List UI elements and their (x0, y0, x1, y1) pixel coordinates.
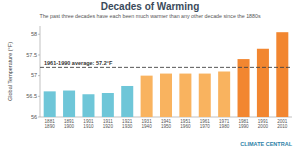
y-tick-label: 58 (31, 31, 37, 37)
x-tick-label: 19912000 (258, 119, 269, 129)
y-tick (38, 75, 40, 76)
x-tick-label-line: 1910 (83, 124, 94, 129)
x-tick-label: 18811890 (45, 119, 56, 129)
bars (44, 32, 289, 117)
title: Decades of Warming (101, 1, 200, 12)
x-tick-label: 19711980 (219, 119, 230, 129)
x-tick-label-line: 1940 (141, 124, 152, 129)
x-tick-label: 19011910 (83, 119, 94, 129)
bar (257, 49, 269, 117)
x-tick-label: 19311940 (141, 119, 152, 129)
y-axis-label: Global Temperature (°F) (7, 42, 13, 101)
subtitle: The past three decades have each been mu… (39, 13, 260, 19)
x-tick-label-line: 1900 (64, 124, 75, 129)
bar (179, 74, 191, 117)
x-tick-label: 19511960 (180, 119, 191, 129)
x-tick-label-line: 1980 (219, 124, 230, 129)
x-tick-label-line: 2000 (258, 124, 269, 129)
average-label: 1961-1990 average: 57.2°F (44, 60, 113, 66)
y-tick-label: 57.5 (26, 52, 37, 58)
x-tick-label-line: 1950 (161, 124, 172, 129)
bar (121, 86, 133, 117)
x-tick-label-line: 1920 (103, 124, 114, 129)
credit: CLIMATE CENTRAL (240, 141, 292, 147)
x-tick-label-line: 1990 (238, 124, 249, 129)
x-tick-label: 19211930 (122, 119, 133, 129)
y-tick (38, 117, 40, 118)
y-tick-label: 57 (31, 72, 37, 78)
bar (276, 32, 288, 117)
y-tick (38, 34, 40, 35)
x-tick-label: 19411950 (161, 119, 172, 129)
y-tick (38, 54, 40, 55)
bar (102, 93, 114, 117)
x-tick-label: 19611970 (200, 119, 211, 129)
bar (199, 74, 211, 117)
x-tick-label: 18911900 (64, 119, 75, 129)
x-tick-label-line: 1890 (45, 124, 56, 129)
y-tick (38, 96, 40, 97)
bar (141, 76, 153, 117)
y-axis-line (40, 26, 41, 117)
x-tick-label-line: 1960 (180, 124, 191, 129)
x-tick-label-line: 2010 (277, 124, 288, 129)
x-tick-label: 19111920 (103, 119, 114, 129)
x-tick-label: 19811990 (238, 119, 249, 129)
bar (218, 72, 230, 118)
average-line (40, 67, 292, 68)
x-tick-label-line: 1970 (200, 124, 211, 129)
x-tick-label: 20012010 (277, 119, 288, 129)
x-tick-label-line: 1930 (122, 124, 133, 129)
bar (63, 91, 75, 117)
y-tick-label: 56 (31, 114, 37, 120)
bar (44, 91, 56, 117)
bar (82, 94, 94, 117)
bar (160, 74, 172, 117)
y-tick-label: 56.5 (26, 93, 37, 99)
chart: Decades of WarmingThe past three decades… (0, 0, 300, 150)
